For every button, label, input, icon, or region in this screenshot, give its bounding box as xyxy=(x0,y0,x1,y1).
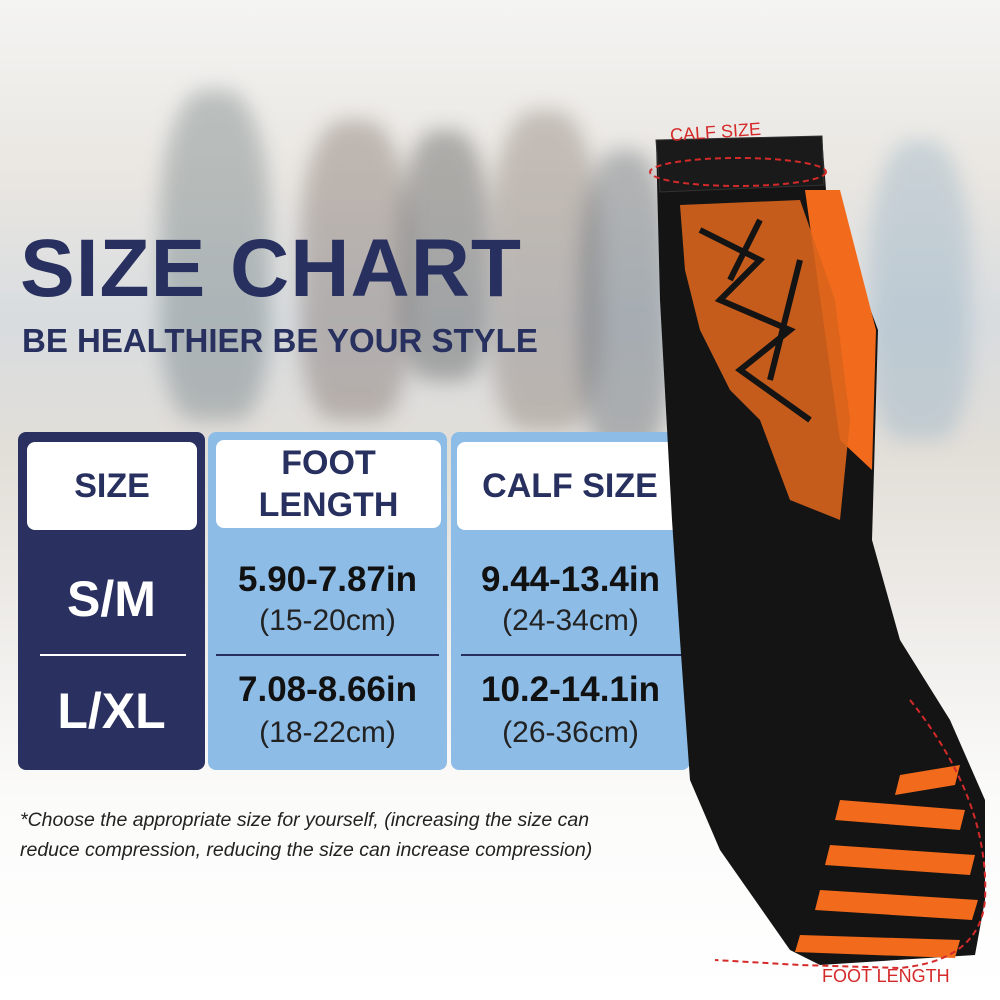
calf-measure-line xyxy=(649,157,827,187)
size-note: *Choose the appropriate size for yoursel… xyxy=(20,805,592,865)
row-divider xyxy=(216,654,439,656)
calf-sm-in: 9.44-13.4in xyxy=(481,560,660,599)
note-line-1: *Choose the appropriate size for yoursel… xyxy=(20,809,590,831)
sock-pattern-cracks xyxy=(698,218,812,423)
sock-orange-stripe xyxy=(805,190,876,470)
foot-sm-in: 5.90-7.87in xyxy=(238,560,417,599)
size-column: SIZE S/M L/XL xyxy=(18,432,205,770)
foot-length-label: FOOT LENGTH xyxy=(822,966,950,986)
foot-length-column: FOOT LENGTH 5.90-7.87in (15-20cm) 7.08-8… xyxy=(208,432,447,770)
size-header: SIZE xyxy=(27,442,197,530)
calf-size-header: CALF SIZE xyxy=(457,442,683,530)
calf-lxl-in: 10.2-14.1in xyxy=(481,670,660,709)
sock-top-band xyxy=(655,135,825,193)
calf-size-column: CALF SIZE 9.44-13.4in (24-34cm) 10.2-14.… xyxy=(451,432,690,770)
foot-lxl-in: 7.08-8.66in xyxy=(238,670,417,709)
calf-sm-cm: (24-34cm) xyxy=(502,604,639,637)
foot-length-header: FOOT LENGTH xyxy=(216,440,441,528)
sock-foot-stripes xyxy=(795,765,978,958)
row-divider xyxy=(40,654,186,656)
foot-header-line1: FOOT xyxy=(281,444,376,482)
note-line-2: reduce compression, reducing the size ca… xyxy=(20,839,593,861)
calf-lxl-cm: (26-36cm) xyxy=(502,716,639,749)
page-title: SIZE CHART xyxy=(20,223,522,314)
size-sm: S/M xyxy=(67,571,156,627)
sock-orange-pattern xyxy=(680,200,850,520)
page-subtitle: BE HEALTHIER BE YOUR STYLE xyxy=(22,322,538,359)
foot-measure-line xyxy=(714,699,987,970)
size-lxl: L/XL xyxy=(57,683,166,739)
row-divider xyxy=(461,654,683,656)
foot-sm-cm: (15-20cm) xyxy=(259,604,396,637)
foot-lxl-cm: (18-22cm) xyxy=(259,716,396,749)
foot-header-line2: LENGTH xyxy=(258,486,399,524)
